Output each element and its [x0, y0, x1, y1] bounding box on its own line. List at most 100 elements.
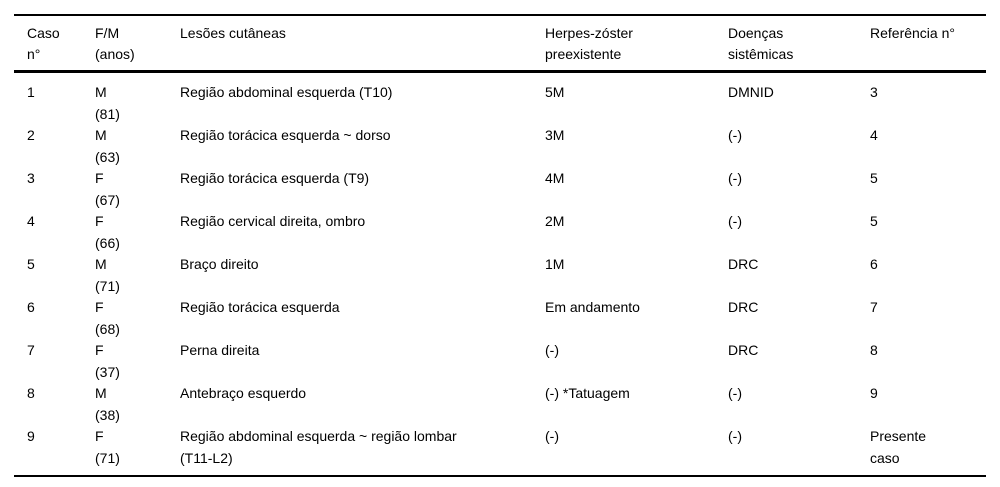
cell-caso: 2	[27, 127, 35, 143]
cell-caso: 1	[27, 84, 35, 100]
header-line2: n°	[27, 46, 41, 62]
cell-lesao: Região torácica esquerda (T9)	[180, 168, 545, 211]
header-line1: Caso	[27, 25, 60, 41]
cell-lesao: Região torácica esquerda ~ dorso	[180, 125, 545, 168]
ref-line1: 8	[870, 342, 878, 358]
ref-line1: Presente	[870, 428, 927, 444]
cell-herpes: (-)	[545, 428, 559, 444]
sexo: M	[95, 256, 107, 272]
table-row: 3 F (67) Região torácica esquerda (T9) 4…	[14, 168, 986, 211]
header-line1: F/M	[95, 25, 120, 41]
table-body: 1 M (81) Região abdominal esquerda (T10)…	[14, 72, 986, 477]
cell-doenca: (-)	[728, 170, 742, 186]
sexo: F	[95, 299, 104, 315]
cell-herpes: 3M	[545, 127, 565, 143]
header-line1: Referência n°	[870, 25, 955, 41]
cell-doenca: (-)	[728, 127, 742, 143]
cell-sexo-idade: F (71)	[95, 426, 180, 476]
cell-lesao: Perna direita	[180, 340, 545, 383]
lesao-line1: Perna direita	[180, 342, 260, 358]
table-row: 1 M (81) Região abdominal esquerda (T10)…	[14, 72, 986, 126]
cell-herpes: 1M	[545, 256, 565, 272]
ref-line1: 3	[870, 84, 878, 100]
cell-referencia: 4	[870, 125, 986, 168]
cell-caso: 4	[27, 213, 35, 229]
table-row: 6 F (68) Região torácica esquerda Em and…	[14, 297, 986, 340]
idade: (67)	[95, 191, 120, 208]
col-header-lesoes: Lesões cutâneas	[180, 15, 545, 73]
header-line1: Lesões cutâneas	[180, 25, 286, 41]
cases-table: Caso n° F/M (anos) Lesões cutâneas Herpe…	[14, 14, 986, 477]
idade: (37)	[95, 363, 120, 380]
lesao-line1: Região abdominal esquerda ~ região lomba…	[180, 428, 457, 444]
cell-referencia: 3	[870, 72, 986, 126]
cell-doenca: DRC	[728, 299, 759, 315]
cell-lesao: Região abdominal esquerda ~ região lomba…	[180, 426, 545, 476]
cell-caso: 7	[27, 342, 35, 358]
cell-doenca: (-)	[728, 428, 742, 444]
table-header: Caso n° F/M (anos) Lesões cutâneas Herpe…	[14, 15, 986, 73]
cell-herpes: 2M	[545, 213, 565, 229]
cell-doenca: DMNID	[728, 84, 774, 100]
cell-caso: 9	[27, 428, 35, 444]
cell-sexo-idade: F (67)	[95, 168, 180, 211]
lesao-line1: Região torácica esquerda (T9)	[180, 170, 370, 186]
cell-referencia: 6	[870, 254, 986, 297]
sexo: F	[95, 342, 104, 358]
col-header-doencas: Doenças sistêmicas	[728, 15, 870, 73]
table-row: 4 F (66) Região cervical direita, ombro …	[14, 211, 986, 254]
sexo: F	[95, 213, 104, 229]
cell-herpes: 4M	[545, 170, 565, 186]
lesao-line1: Braço direito	[180, 256, 259, 272]
cell-caso: 3	[27, 170, 35, 186]
cell-referencia: 8	[870, 340, 986, 383]
idade: (81)	[95, 105, 120, 122]
ref-line1: 5	[870, 170, 878, 186]
cell-referencia: Presente caso	[870, 426, 986, 476]
cell-herpes: 5M	[545, 84, 565, 100]
col-header-referencia: Referência n°	[870, 15, 986, 73]
ref-line1: 4	[870, 127, 878, 143]
table-row: 8 M (38) Antebraço esquerdo (-) *Tatuage…	[14, 383, 986, 426]
sexo: M	[95, 385, 107, 401]
lesao-line1: Região torácica esquerda	[180, 299, 340, 315]
cell-doenca: DRC	[728, 256, 759, 272]
cell-sexo-idade: M (81)	[95, 72, 180, 126]
cell-sexo-idade: M (63)	[95, 125, 180, 168]
lesao-line1: Antebraço esquerdo	[180, 385, 307, 401]
cell-lesao: Braço direito	[180, 254, 545, 297]
cell-sexo-idade: F (68)	[95, 297, 180, 340]
cell-caso: 8	[27, 385, 35, 401]
cell-referencia: 7	[870, 297, 986, 340]
cell-lesao: Antebraço esquerdo	[180, 383, 545, 426]
idade: (68)	[95, 320, 120, 337]
lesao-line1: Região cervical direita, ombro	[180, 213, 366, 229]
lesao-line1: Região abdominal esquerda (T10)	[180, 84, 393, 100]
cell-sexo-idade: F (37)	[95, 340, 180, 383]
header-line2: preexistente	[545, 46, 622, 62]
cell-doenca: (-)	[728, 213, 742, 229]
cell-sexo-idade: F (66)	[95, 211, 180, 254]
cell-doenca: DRC	[728, 342, 759, 358]
header-line2: sistêmicas	[728, 46, 794, 62]
cell-caso: 6	[27, 299, 35, 315]
ref-line1: 5	[870, 213, 878, 229]
table-row: 5 M (71) Braço direito 1M DRC 6	[14, 254, 986, 297]
idade: (66)	[95, 234, 120, 251]
ref-line1: 7	[870, 299, 878, 315]
col-header-sexo-idade: F/M (anos)	[95, 15, 180, 73]
header-line1: Herpes-zóster	[545, 25, 633, 41]
lesao-line2: (T11-L2)	[180, 449, 233, 466]
sexo: M	[95, 84, 107, 100]
ref-line2: caso	[870, 449, 900, 466]
cell-herpes: (-)	[545, 342, 559, 358]
cell-referencia: 5	[870, 211, 986, 254]
col-header-herpes: Herpes-zóster preexistente	[545, 15, 728, 73]
idade: (38)	[95, 406, 120, 423]
header-line2: (anos)	[95, 46, 135, 62]
lesao-line1: Região torácica esquerda ~ dorso	[180, 127, 391, 143]
cell-referencia: 5	[870, 168, 986, 211]
sexo: F	[95, 428, 104, 444]
ref-line1: 9	[870, 385, 878, 401]
sexo: F	[95, 170, 104, 186]
